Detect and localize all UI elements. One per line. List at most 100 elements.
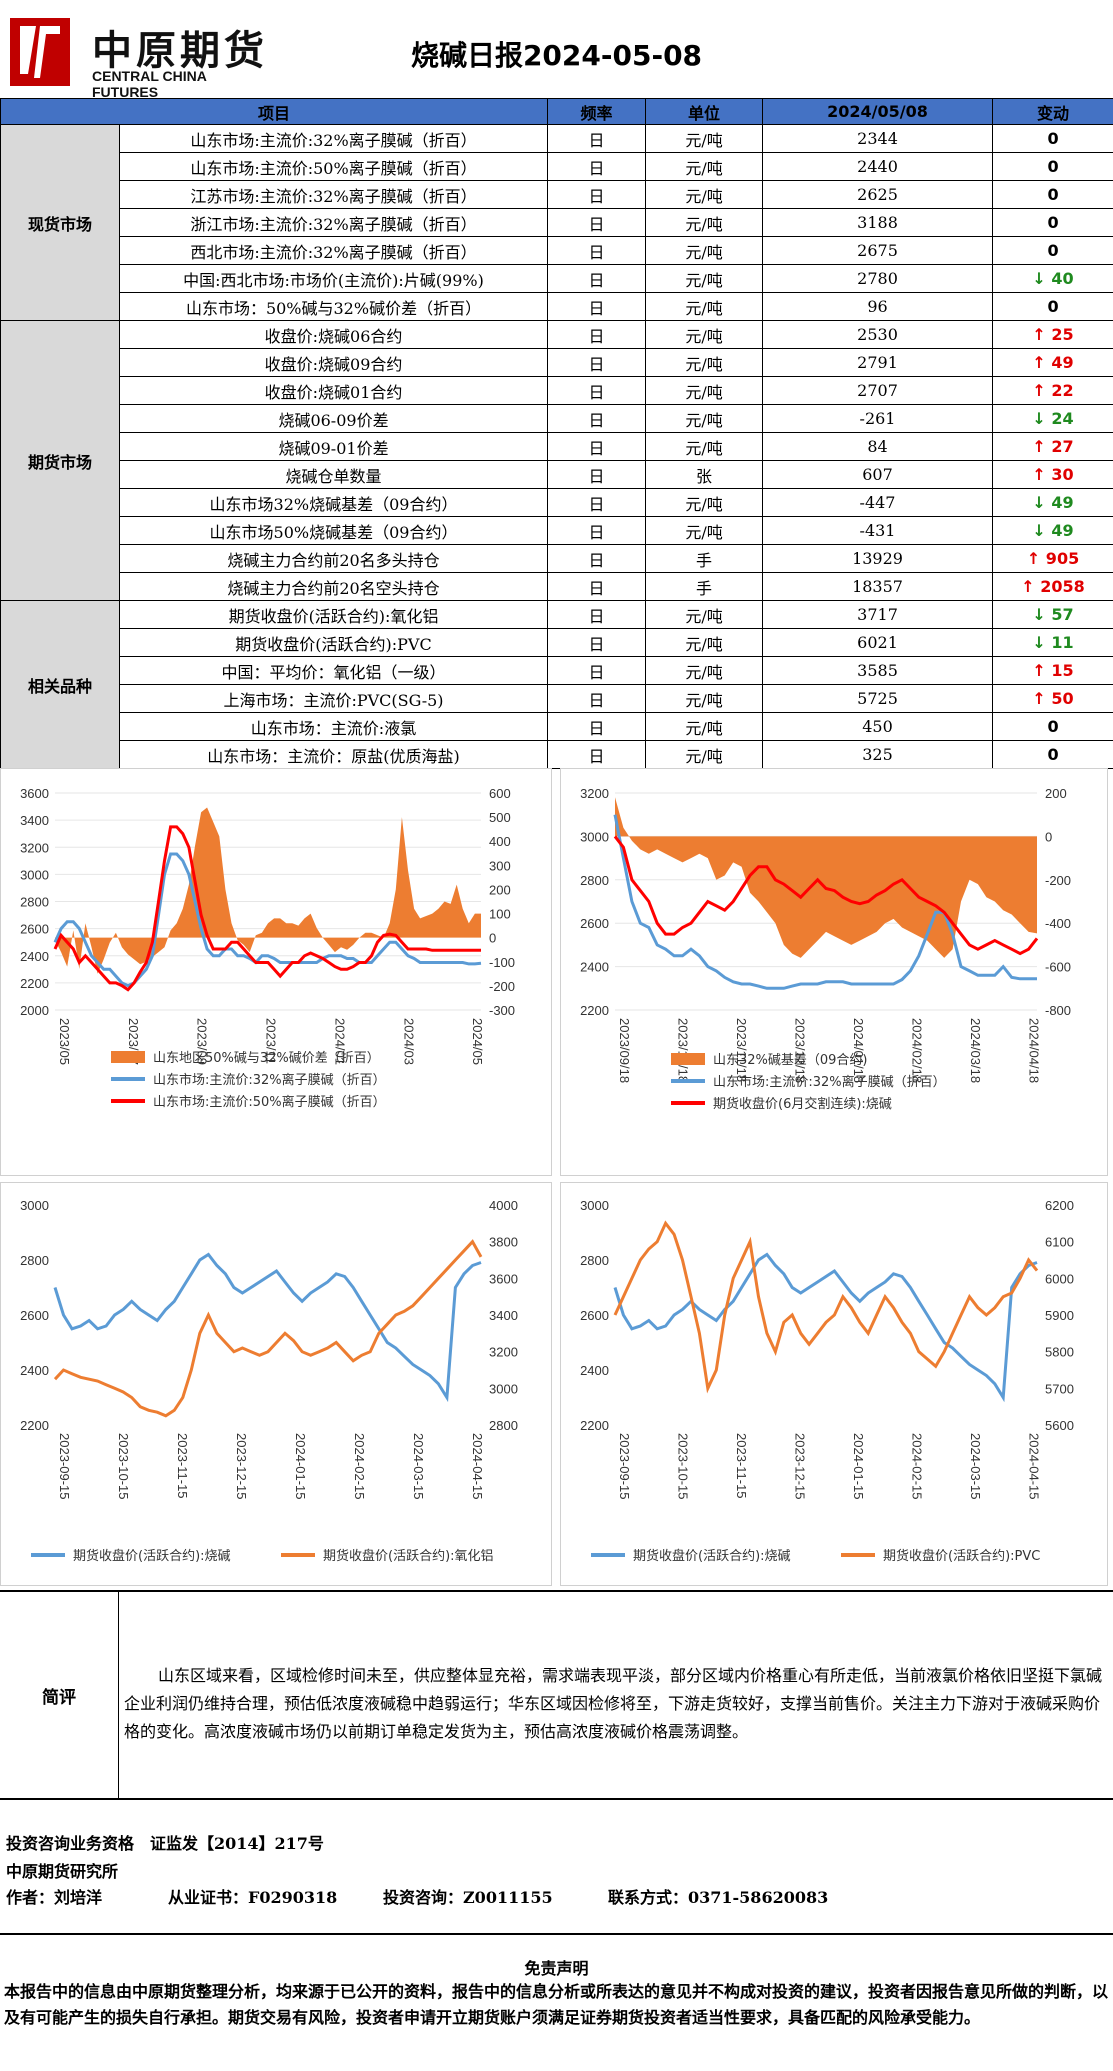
row-unit: 张	[645, 460, 764, 489]
legend-label: 山东市场:主流价:32%离子膜碱（折百）	[153, 1072, 386, 1088]
right-axis-tick-label: 400	[489, 834, 511, 849]
row-unit: 元/吨	[645, 628, 764, 657]
row-change: ↑ 15	[992, 656, 1113, 685]
row-change: ↑ 2058	[992, 572, 1113, 601]
row-unit: 元/吨	[645, 600, 764, 629]
row-item: 山东市场：主流价:液氯	[118, 712, 549, 741]
chart-legend: 期货收盘价(活跃合约):烧碱 期货收盘价(活跃合约):氧化铝	[31, 1548, 494, 1564]
row-change: 0	[992, 124, 1113, 153]
row-item: 西北市场:主流价:32%离子膜碱（折百）	[118, 236, 549, 265]
chart-basis-svg: 2200 2400 2600 2800 3000 3200 -800 -600 -400 -200…	[580, 786, 1071, 1112]
right-axis-tick-label: 0	[1045, 829, 1052, 844]
x-axis-tick-label: 2024-01-15	[851, 1433, 866, 1500]
table-row: 中国:西北市场:市场价(主流价):片碱(99%) 日元/吨 2780 ↓ 40	[1, 264, 1113, 293]
right-axis-tick-label: -300	[489, 1003, 515, 1018]
row-item: 浙江市场:主流价:32%离子膜碱（折百）	[118, 208, 549, 237]
x-axis-tick-label: 2024-01-15	[293, 1433, 308, 1500]
row-value: 3188	[762, 208, 994, 237]
x-axis-tick-label: 2023/12/18	[792, 1018, 807, 1083]
row-change: ↑ 30	[992, 460, 1113, 489]
row-frequency: 日	[547, 404, 647, 433]
area-series-0	[615, 797, 1037, 958]
chart-pvc-svg: 2200 2400 2600 2800 3000 5600 5700 5800 5900 6000…	[580, 1198, 1074, 1564]
left-axis-tick-label: 3200	[580, 786, 609, 801]
x-axis-tick-label: 2023-09-15	[57, 1433, 72, 1500]
data-table: 项目 频率 单位 2024/05/08 变动 现货市场 山东市场:主流价:32%离…	[0, 98, 1113, 769]
left-axis-tick-label: 2600	[580, 916, 609, 931]
row-change: ↓ 24	[992, 404, 1113, 433]
disclaimer-text: 本报告中的信息由中原期货整理分析，均来源于已公开的资料，报告中的信息分析或所表达…	[4, 1982, 1109, 2027]
x-axis-tick-label: 2024-03-15	[968, 1433, 983, 1500]
row-unit: 元/吨	[645, 264, 764, 293]
line-series-2	[613, 835, 1039, 956]
row-frequency: 日	[547, 684, 647, 713]
row-frequency: 日	[547, 124, 647, 153]
row-change: 0	[992, 712, 1113, 741]
row-value: 325	[762, 740, 994, 769]
row-unit: 元/吨	[645, 684, 764, 713]
row-change: 0	[992, 236, 1113, 265]
right-axis-tick-label: 0	[489, 931, 496, 946]
column-header-item: 项目	[0, 98, 549, 125]
row-item: 收盘价:烧碱06合约	[118, 320, 549, 349]
table-row: 收盘价:烧碱01合约日元/吨 2707 ↑ 22	[1, 376, 1113, 405]
x-axis-tick-label: 2024-02-15	[909, 1433, 924, 1500]
row-item: 中国：平均价：氧化铝（一级）	[118, 656, 549, 685]
right-axis-tick-label: 200	[1045, 786, 1067, 801]
left-axis-tick-label: 2800	[580, 873, 609, 888]
column-header-unit: 单位	[645, 98, 764, 125]
row-item: 烧碱09-01价差	[118, 432, 549, 461]
row-unit: 手	[645, 572, 764, 601]
row-frequency: 日	[547, 180, 647, 209]
row-change: ↑ 49	[992, 348, 1113, 377]
line-series-0	[613, 1252, 1038, 1403]
row-value: 5725	[762, 684, 994, 713]
chart-spot-price: 2000 2200 2400 2600 2800 3000 3200 3400 3600 -300…	[0, 768, 552, 1176]
row-unit: 元/吨	[645, 348, 764, 377]
table-row: 收盘价:烧碱09合约日元/吨 2791 ↑ 49	[1, 348, 1113, 377]
x-axis-tick-label: 2023-11-15	[734, 1433, 749, 1499]
row-value: 607	[762, 460, 994, 489]
table-row: 烧碱09-01价差日元/吨 84 ↑ 27	[1, 432, 1113, 461]
row-unit: 元/吨	[645, 516, 764, 545]
chart-plot: 200022002400260028003000320034003600-300…	[20, 786, 515, 1065]
left-axis-tick-label: 3000	[20, 1198, 49, 1213]
x-axis-tick-label: 2024-04-15	[470, 1433, 485, 1500]
left-axis-tick-label: 2600	[20, 922, 49, 937]
row-unit: 元/吨	[645, 236, 764, 265]
row-value: 18357	[762, 572, 994, 601]
right-axis-tick-label: 3600	[489, 1271, 518, 1286]
row-frequency: 日	[547, 656, 647, 685]
row-item: 上海市场：主流价:PVC(SG-5)	[118, 684, 549, 713]
row-value: -261	[762, 404, 994, 433]
comment-section: 简评 山东区域来看，区域检修时间未至，供应整体显充裕，需求端表现平淡，部分区域内…	[0, 1590, 1113, 1800]
chart-plot: 2200 2400 2600 2800 3000 2800 3000 3200 3400 3600…	[20, 1198, 518, 1500]
x-axis-tick-label: 2023/11	[264, 1018, 279, 1064]
row-change: ↓ 49	[992, 516, 1113, 545]
report-title: 烧碱日报2024-05-08	[410, 39, 703, 72]
left-axis-tick-label: 2200	[580, 1003, 609, 1018]
left-axis-tick-label: 2400	[580, 1363, 609, 1378]
x-axis-tick-label: 2023-12-15	[792, 1433, 807, 1500]
legend-label: 期货收盘价(活跃合约):烧碱	[633, 1548, 791, 1564]
row-change: 0	[992, 152, 1113, 181]
left-axis-tick-label: 2200	[580, 1418, 609, 1433]
row-change: 0	[992, 740, 1113, 769]
left-axis-tick-label: 2600	[20, 1308, 49, 1323]
table-row: 山东市场：50%碱与32%碱价差（折百）日元/吨 96 0	[1, 292, 1113, 321]
row-unit: 元/吨	[645, 152, 764, 181]
row-change: ↓ 57	[992, 600, 1113, 629]
left-axis-tick-label: 3400	[20, 813, 49, 828]
right-axis-tick-label: 5900	[1045, 1308, 1074, 1323]
right-axis-tick-label: -400	[1045, 916, 1071, 931]
row-change: ↓ 40	[992, 264, 1113, 293]
left-axis-tick-label: 2600	[580, 1308, 609, 1323]
left-axis-tick-label: 2000	[20, 1003, 49, 1018]
right-axis-tick-label: 500	[489, 810, 511, 825]
row-frequency: 日	[547, 544, 647, 573]
row-unit: 元/吨	[645, 656, 764, 685]
legend-swatch	[671, 1053, 705, 1065]
table-row: 烧碱仓单数量日张 607 ↑ 30	[1, 460, 1113, 489]
table-row: 山东市场:主流价:50%离子膜碱（折百）日元/吨 2440 0	[1, 152, 1113, 181]
table-row: 山东市场50%烧碱基差（09合约）日元/吨 -431 ↓ 49	[1, 516, 1113, 545]
